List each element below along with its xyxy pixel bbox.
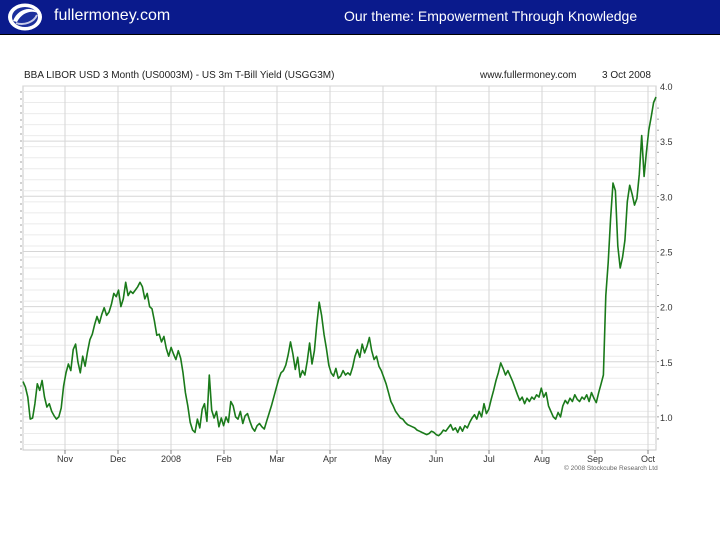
chart-copyright: © 2008 Stockcube Research Ltd xyxy=(564,464,658,472)
chart-area: Nov Dec 2008 Feb Mar Apr May Jun Jul Aug Sep Oct 1.… xyxy=(0,34,720,540)
y-tick-label: 4.0 xyxy=(660,82,673,92)
chart-title: BBA LIBOR USD 3 Month (US0003M) - US 3m … xyxy=(24,70,334,81)
y-tick-label: 3.5 xyxy=(660,137,673,147)
y-tick-label: 2.5 xyxy=(660,247,673,257)
x-tick-label: Jul xyxy=(483,454,495,464)
globe-swirl-icon xyxy=(8,3,42,31)
y-tick-label: 1.0 xyxy=(660,413,673,423)
y-tick-label: 3.0 xyxy=(660,192,673,202)
x-tick-label: May xyxy=(374,454,392,464)
theme-tagline: Our theme: Empowerment Through Knowledge xyxy=(344,8,638,24)
x-tick-label: Nov xyxy=(57,454,74,464)
x-tick-label: Dec xyxy=(110,454,127,464)
x-tick-label: 2008 xyxy=(161,454,181,464)
grid xyxy=(22,85,657,451)
x-tick-label: Jun xyxy=(429,454,444,464)
x-tick-label: Apr xyxy=(323,454,337,464)
x-tick-label: Oct xyxy=(641,454,656,464)
y-tick-label: 2.0 xyxy=(660,303,673,313)
libor-tbill-spread-chart: Nov Dec 2008 Feb Mar Apr May Jun Jul Aug Sep Oct 1.… xyxy=(20,70,673,472)
x-tick-label: Feb xyxy=(216,454,232,464)
y-axis-ticks: 1.0 1.5 2.0 2.5 3.0 3.5 4.0 xyxy=(20,82,673,450)
x-tick-label: Aug xyxy=(534,454,550,464)
site-banner: fullermoney.com Our theme: Empowerment T… xyxy=(0,0,720,35)
series-line xyxy=(22,96,657,437)
chart-source: www.fullermoney.com xyxy=(479,70,577,81)
x-tick-label: Mar xyxy=(269,454,285,464)
x-tick-label: Sep xyxy=(587,454,603,464)
site-name[interactable]: fullermoney.com xyxy=(54,7,171,24)
x-axis-ticks: Nov Dec 2008 Feb Mar Apr May Jun Jul Aug Sep Oct xyxy=(57,450,656,464)
chart-date: 3 Oct 2008 xyxy=(602,70,651,81)
y-tick-label: 1.5 xyxy=(660,358,673,368)
